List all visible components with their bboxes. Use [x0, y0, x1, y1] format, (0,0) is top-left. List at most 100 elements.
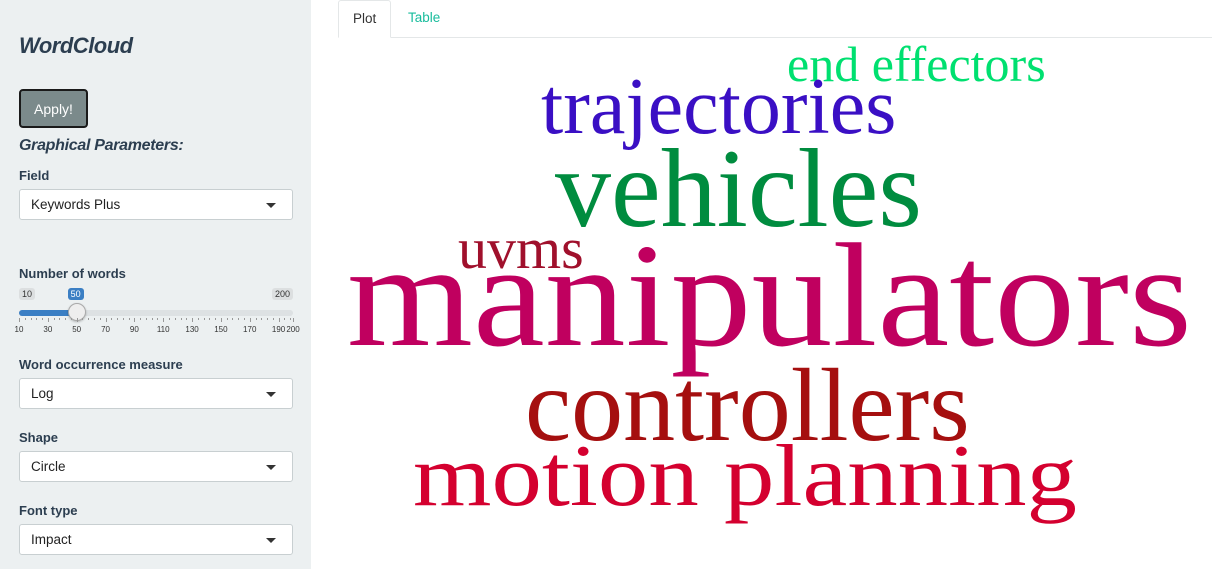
slider-tick-label: 90	[129, 325, 139, 334]
slider-tick-label: 190	[271, 325, 286, 334]
slider-minor-tick	[65, 318, 67, 320]
slider-tick-label: 150	[214, 325, 228, 334]
slider-minor-tick	[24, 318, 26, 320]
slider-minor-tick	[53, 318, 55, 320]
slider-tick-label: 170	[243, 325, 257, 334]
slider-tick-mark	[192, 318, 194, 322]
slider-minor-tick	[157, 318, 159, 320]
slider-minor-tick	[134, 318, 136, 320]
slider-tick-label: 130	[185, 325, 199, 334]
slider-minor-tick	[261, 318, 263, 320]
tab-bar: Plot Table	[338, 0, 1212, 38]
slider-minor-tick	[70, 318, 72, 320]
slider-minor-tick	[88, 318, 90, 320]
slider-minor-tick	[145, 318, 147, 320]
word-uvms: uvms	[458, 216, 584, 281]
main-panel: Plot Table end effectors trajectories ve…	[311, 0, 1217, 569]
slider-minor-tick	[105, 318, 107, 320]
slider-minor-tick	[168, 318, 170, 320]
font-type-label: Font type	[19, 503, 78, 518]
chevron-down-icon	[266, 203, 276, 208]
slider-minor-tick	[180, 318, 182, 320]
slider-tick-label: 50	[72, 325, 82, 334]
occurrence-measure-select[interactable]: Log	[19, 378, 293, 409]
word-trajectories: trajectories	[541, 63, 896, 151]
slider-ticks: 10 30 50 70 90 110 130 150 170 190 200	[15, 318, 300, 338]
slider-minor-tick	[30, 318, 32, 320]
word-controllers: controllers	[525, 348, 970, 463]
slider-minor-tick	[284, 318, 286, 320]
slider-minor-tick	[209, 318, 211, 320]
slider-max-label: 200	[271, 288, 293, 300]
word-end-effectors: end effectors	[787, 38, 1046, 92]
slider-minor-tick	[111, 318, 113, 320]
slider-minor-tick	[255, 318, 257, 320]
slider-tick-mark	[47, 318, 49, 322]
slider-tick-label: 200	[286, 325, 300, 334]
slider-minor-tick	[47, 318, 49, 320]
slider-minor-tick	[36, 318, 38, 320]
slider-tick-mark	[105, 318, 107, 322]
slider-minor-tick	[226, 318, 228, 320]
app-title: WordCloud	[19, 33, 133, 58]
slider-minor-tick	[197, 318, 199, 320]
slider-track[interactable]	[19, 310, 293, 316]
field-select-value: Keywords Plus	[31, 197, 121, 212]
slider-tick-mark	[134, 318, 136, 322]
slider-tick-label: 30	[43, 325, 53, 334]
chevron-down-icon	[266, 465, 276, 470]
slider-minor-tick	[249, 318, 251, 320]
slider-fill	[19, 310, 77, 316]
slider-min-label: 10	[19, 288, 36, 300]
slider-tick-mark	[163, 318, 165, 322]
apply-button[interactable]: Apply!	[19, 89, 88, 128]
slider-minor-tick	[117, 318, 119, 320]
slider-minor-tick	[82, 318, 84, 320]
font-type-select[interactable]: Impact	[19, 524, 293, 555]
tab-plot[interactable]: Plot	[338, 0, 392, 38]
slider-minor-tick	[59, 318, 61, 320]
word-motion-planning: motion planning	[413, 428, 1077, 525]
shape-select[interactable]: Circle	[19, 451, 293, 482]
slider-minor-tick	[267, 318, 269, 320]
slider-tick-mark	[220, 318, 222, 322]
slider-minor-tick	[192, 318, 194, 320]
occurrence-measure-value: Log	[31, 386, 54, 401]
shape-select-value: Circle	[31, 459, 66, 474]
slider-tick-mark	[278, 318, 280, 322]
number-of-words-label: Number of words	[19, 266, 126, 281]
font-type-select-value: Impact	[31, 532, 72, 547]
slider-minor-tick	[76, 318, 78, 320]
slider-minor-tick	[238, 318, 240, 320]
slider-minor-tick	[203, 318, 205, 320]
occurrence-measure-label: Word occurrence measure	[19, 357, 183, 372]
number-of-words-slider[interactable]: 10 50 200 10 30 50 70 90 110 130 150 170 190 200	[15, 286, 300, 341]
slider-minor-tick	[290, 318, 292, 320]
sidebar-panel: WordCloud Apply! Graphical Parameters: F…	[0, 0, 311, 569]
slider-minor-tick	[278, 318, 280, 320]
field-label: Field	[19, 168, 50, 183]
chevron-down-icon	[266, 538, 276, 543]
graphical-parameters-heading: Graphical Parameters:	[19, 137, 184, 154]
slider-tick-mark	[19, 318, 20, 322]
slider-tick-label: 110	[156, 325, 170, 334]
slider-tick-mark	[249, 318, 251, 322]
slider-minor-tick	[215, 318, 217, 320]
slider-minor-tick	[272, 318, 274, 320]
slider-minor-tick	[93, 318, 95, 320]
slider-minor-tick	[42, 318, 44, 320]
slider-minor-tick	[140, 318, 142, 320]
shape-label: Shape	[19, 430, 59, 445]
slider-minor-tick	[151, 318, 153, 320]
slider-tick-label: 70	[101, 325, 110, 334]
slider-minor-tick	[243, 318, 245, 320]
field-select[interactable]: Keywords Plus	[19, 189, 293, 220]
slider-minor-tick	[122, 318, 124, 320]
slider-minor-tick	[128, 318, 130, 320]
slider-minor-tick	[163, 318, 165, 320]
tab-table[interactable]: Table	[408, 10, 441, 25]
slider-minor-tick	[232, 318, 234, 320]
slider-value-label: 50	[67, 288, 84, 300]
word-manipulators: manipulators	[347, 214, 1192, 378]
